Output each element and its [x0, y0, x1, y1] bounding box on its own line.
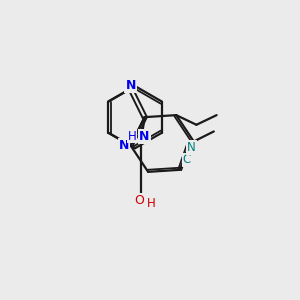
Text: N: N: [119, 139, 129, 152]
Text: C: C: [183, 154, 191, 166]
Text: N: N: [125, 79, 136, 92]
Text: N: N: [139, 130, 150, 142]
Text: H: H: [128, 130, 136, 142]
Text: N: N: [187, 141, 196, 154]
Text: H: H: [147, 197, 155, 210]
Text: O: O: [134, 194, 144, 207]
